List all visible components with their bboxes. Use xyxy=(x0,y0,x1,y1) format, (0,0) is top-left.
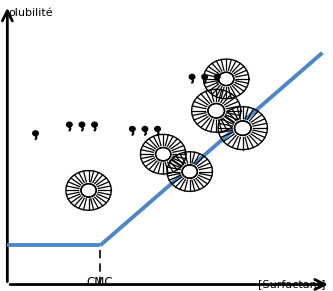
Circle shape xyxy=(208,104,224,118)
Circle shape xyxy=(189,74,195,79)
Circle shape xyxy=(214,74,220,79)
Text: [Surfactant]: [Surfactant] xyxy=(258,279,326,289)
Circle shape xyxy=(67,122,72,127)
Circle shape xyxy=(181,164,198,179)
Circle shape xyxy=(234,121,251,135)
Circle shape xyxy=(142,127,148,131)
Text: olubilité: olubilité xyxy=(8,8,53,18)
Circle shape xyxy=(80,183,97,198)
Circle shape xyxy=(33,131,38,136)
Circle shape xyxy=(155,127,160,131)
Circle shape xyxy=(202,74,207,79)
Circle shape xyxy=(155,147,172,162)
Circle shape xyxy=(218,72,234,86)
Circle shape xyxy=(92,122,97,127)
Circle shape xyxy=(156,148,171,161)
Circle shape xyxy=(130,127,135,131)
Circle shape xyxy=(207,103,225,119)
Circle shape xyxy=(233,120,252,136)
Circle shape xyxy=(217,71,235,86)
Circle shape xyxy=(79,122,85,127)
Circle shape xyxy=(182,165,197,178)
Circle shape xyxy=(81,184,96,197)
Text: CMC: CMC xyxy=(87,276,114,289)
